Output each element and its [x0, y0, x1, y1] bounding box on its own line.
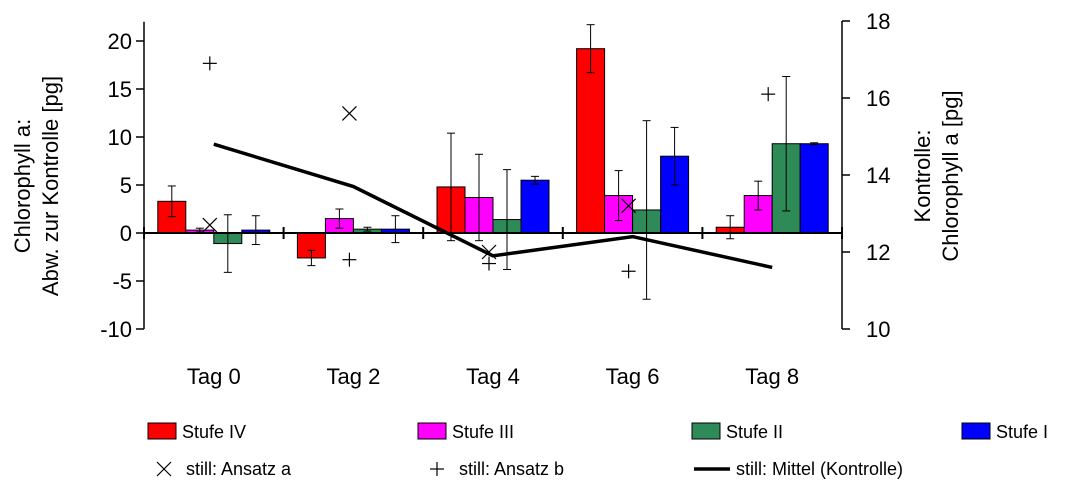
left-y-tick-label: 5: [120, 173, 132, 198]
legend-label: Stufe II: [726, 422, 783, 442]
category-label: Tag 6: [606, 364, 660, 389]
marker-ansatz-a: [481, 244, 497, 260]
left-axis-title-line-1: Chlorophyll a:: [10, 119, 35, 254]
axes: [143, 21, 843, 329]
legend-swatch: [961, 422, 991, 440]
axis-titles: Chlorophyll a: Abw. zur Kontrolle [pg] K…: [10, 76, 963, 296]
legend-label: still: Ansatz a: [186, 459, 292, 479]
legend-swatch: [691, 422, 721, 440]
legend-marker-x: [156, 461, 172, 477]
legend-swatch: [417, 422, 447, 440]
right-y-tick-label: 16: [866, 86, 890, 111]
plot-area: [157, 24, 829, 300]
left-y-tick-label: -5: [112, 269, 132, 294]
legend-label: still: Ansatz b: [459, 459, 564, 479]
right-y-tick-label: 14: [866, 163, 890, 188]
left-y-tick-label: 15: [108, 77, 132, 102]
left-y-tick-label: 0: [120, 221, 132, 246]
category-label: Tag 4: [466, 364, 520, 389]
right-y-tick-label: 12: [866, 240, 890, 265]
left-y-tick-label: 20: [108, 29, 132, 54]
right-y-ticks: 10 12 14 16 18: [842, 9, 890, 342]
legend: Stufe IV Stufe III Stufe II Stufe I still: A…: [147, 422, 1048, 479]
left-y-ticks: -10 -5 0 5 10 15 20: [100, 29, 144, 342]
bar: [520, 179, 550, 234]
marker-ansatz-a: [341, 105, 357, 121]
left-y-tick-label: 10: [108, 125, 132, 150]
bar: [799, 143, 829, 234]
legend-label: Stufe III: [452, 422, 514, 442]
left-axis-title-line-2: Abw. zur Kontrolle [pg]: [38, 76, 63, 296]
legend-label: Stufe IV: [182, 422, 246, 442]
legend-swatch: [147, 422, 177, 440]
category-label: Tag 0: [187, 364, 241, 389]
right-y-tick-label: 10: [866, 317, 890, 342]
bar: [576, 48, 606, 234]
category-label: Tag 8: [745, 364, 799, 389]
marker-ansatz-a: [202, 217, 218, 233]
right-y-tick-label: 18: [866, 9, 890, 34]
legend-label: still: Mittel (Kontrolle): [736, 459, 903, 479]
left-y-tick-label: -10: [100, 317, 132, 342]
legend-label: Stufe I: [996, 422, 1048, 442]
right-axis-title-line-1: Kontrolle:: [910, 130, 935, 223]
category-ticks: Tag 0 Tag 2 Tag 4 Tag 6 Tag 8: [143, 227, 843, 389]
category-label: Tag 2: [326, 364, 380, 389]
right-axis-title-line-2: Chlorophyll a [pg]: [938, 90, 963, 261]
marker-ansatz-a: [621, 198, 637, 214]
